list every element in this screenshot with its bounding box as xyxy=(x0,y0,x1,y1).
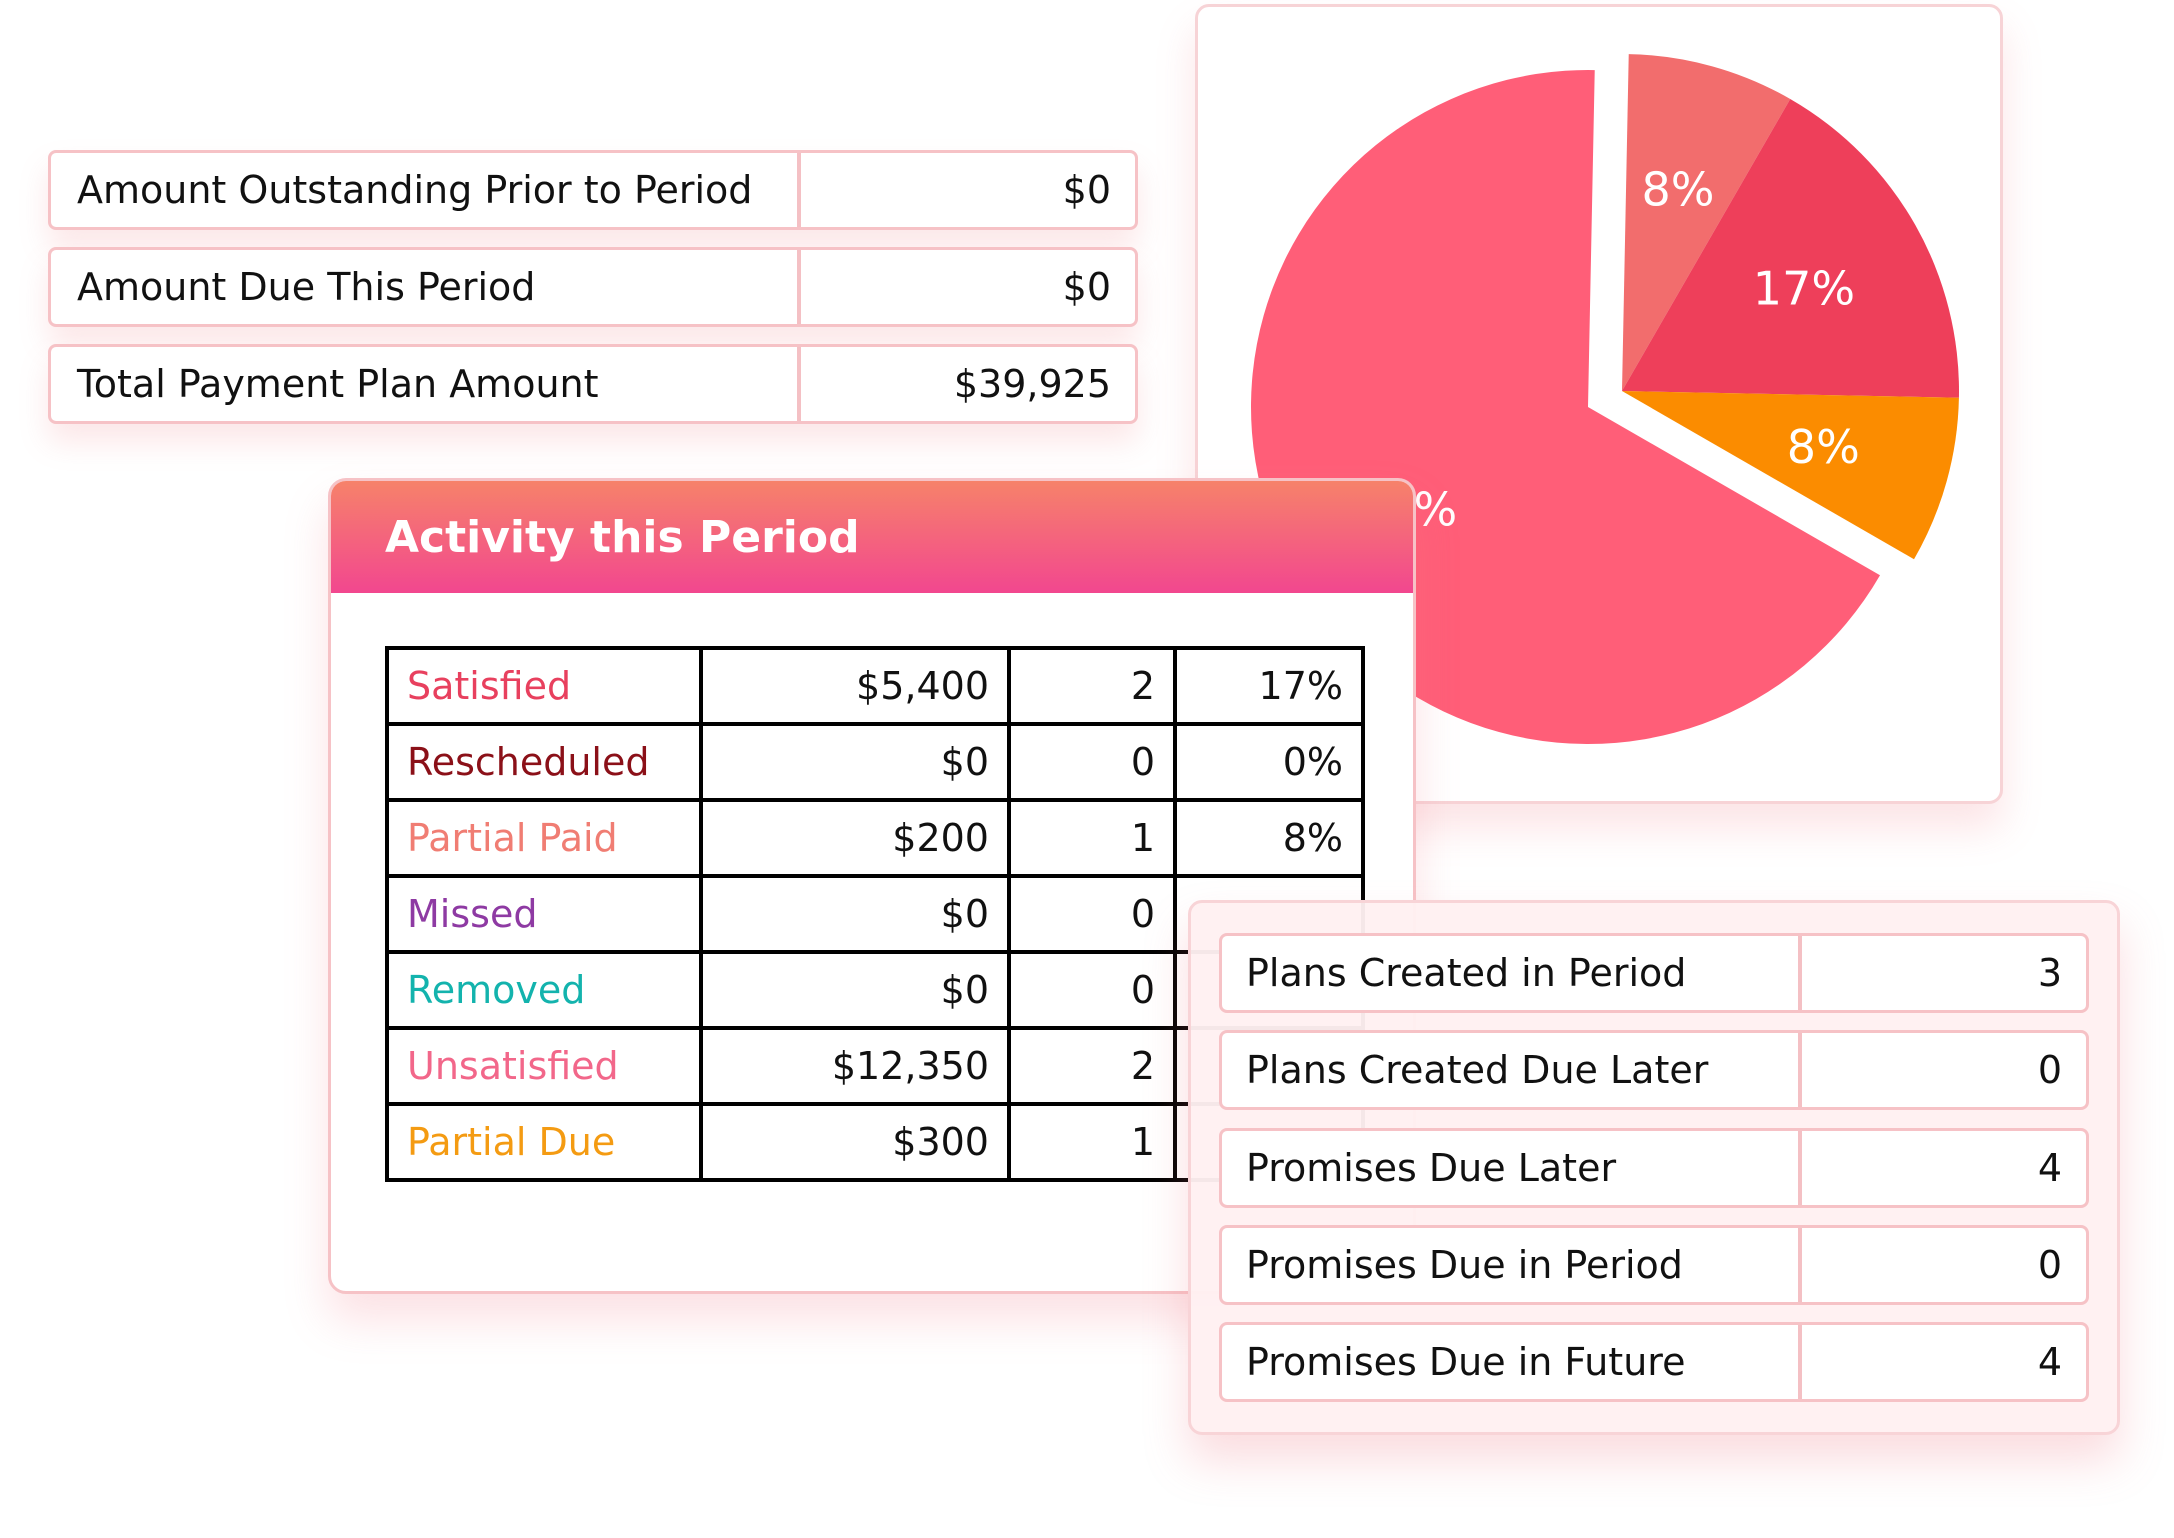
activity-percent: 8% xyxy=(1173,798,1365,878)
summary-value: $39,925 xyxy=(953,362,1111,406)
plans-row: Promises Due in Period 0 xyxy=(1219,1225,2089,1305)
plans-value: 4 xyxy=(2037,1146,2062,1190)
summary-row: Amount Due This Period $0 xyxy=(48,247,1138,327)
activity-amount: $0 xyxy=(699,722,1011,802)
plans-label: Plans Created in Period xyxy=(1222,936,1802,1010)
activity-status: Partial Paid xyxy=(385,798,703,878)
summary-row: Total Payment Plan Amount $39,925 xyxy=(48,344,1138,424)
summary-label: Amount Outstanding Prior to Period xyxy=(51,153,801,227)
activity-count: 0 xyxy=(1007,950,1177,1030)
summary-value: $0 xyxy=(1062,168,1111,212)
activity-count: 0 xyxy=(1007,722,1177,802)
activity-row: Partial Paid $200 1 8% xyxy=(385,798,1365,878)
activity-amount: $0 xyxy=(699,874,1011,954)
pie-slice xyxy=(1622,54,1791,392)
plans-value: 4 xyxy=(2037,1340,2062,1384)
plans-label: Promises Due in Period xyxy=(1222,1228,1802,1302)
activity-count: 2 xyxy=(1007,646,1177,726)
activity-amount: $0 xyxy=(699,950,1011,1030)
activity-status: Satisfied xyxy=(385,646,703,726)
plans-label: Plans Created Due Later xyxy=(1222,1033,1802,1107)
activity-status: Rescheduled xyxy=(385,722,703,802)
activity-amount: $5,400 xyxy=(699,646,1011,726)
activity-title: Activity this Period xyxy=(385,511,860,563)
pie-slice-label: 8% xyxy=(1642,163,1715,217)
activity-row: Missed $0 0 xyxy=(385,874,1365,954)
activity-status: Removed xyxy=(385,950,703,1030)
activity-row: Rescheduled $0 0 0% xyxy=(385,722,1365,802)
activity-row: Satisfied $5,400 2 17% xyxy=(385,646,1365,726)
activity-count: 1 xyxy=(1007,1102,1177,1182)
activity-status: Partial Due xyxy=(385,1102,703,1182)
activity-count: 2 xyxy=(1007,1026,1177,1106)
activity-status: Unsatisfied xyxy=(385,1026,703,1106)
activity-count: 0 xyxy=(1007,874,1177,954)
summary-label: Amount Due This Period xyxy=(51,250,801,324)
plans-label: Promises Due in Future xyxy=(1222,1325,1802,1399)
summary-label: Total Payment Plan Amount xyxy=(51,347,801,421)
plans-row: Promises Due Later 4 xyxy=(1219,1128,2089,1208)
plans-label: Promises Due Later xyxy=(1222,1131,1802,1205)
pie-slice xyxy=(1622,391,1959,560)
plans-row: Plans Created in Period 3 xyxy=(1219,933,2089,1013)
activity-percent: 17% xyxy=(1173,646,1365,726)
plans-value: 0 xyxy=(2037,1048,2062,1092)
activity-amount: $12,350 xyxy=(699,1026,1011,1106)
activity-percent: 0% xyxy=(1173,722,1365,802)
pie-slice-label: 17% xyxy=(1753,261,1855,315)
activity-status: Missed xyxy=(385,874,703,954)
summary-value: $0 xyxy=(1062,265,1111,309)
activity-header: Activity this Period xyxy=(331,481,1413,593)
plans-row: Plans Created Due Later 0 xyxy=(1219,1030,2089,1110)
plans-row: Promises Due in Future 4 xyxy=(1219,1322,2089,1402)
activity-count: 1 xyxy=(1007,798,1177,878)
plans-card: Plans Created in Period 3 Plans Created … xyxy=(1188,900,2120,1435)
activity-amount: $200 xyxy=(699,798,1011,878)
activity-amount: $300 xyxy=(699,1102,1011,1182)
pie-slice-label: 8% xyxy=(1787,420,1860,474)
pie-slice xyxy=(1622,98,1959,398)
summary-panel: Amount Outstanding Prior to Period $0 Am… xyxy=(48,150,1138,441)
plans-value: 3 xyxy=(2037,951,2062,995)
summary-row: Amount Outstanding Prior to Period $0 xyxy=(48,150,1138,230)
plans-value: 0 xyxy=(2037,1243,2062,1287)
